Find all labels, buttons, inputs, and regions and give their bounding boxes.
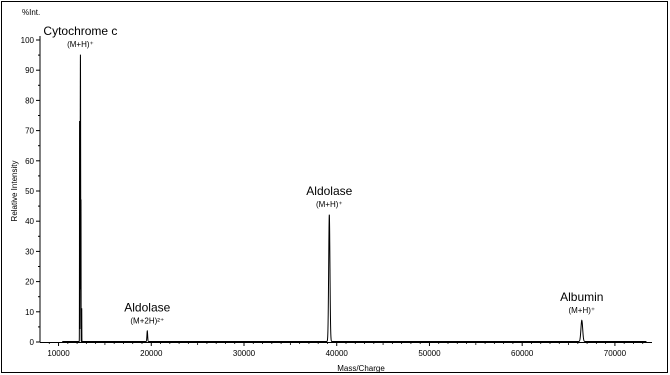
y-tick-label: 0 xyxy=(30,338,35,347)
peak-name-label: Aldolase xyxy=(124,300,170,314)
peak-name-label: Cytochrome c xyxy=(43,24,117,38)
peak-ion-label: (M+H)⁺ xyxy=(316,200,343,209)
y-tick-label: 20 xyxy=(25,278,34,287)
peak-ion-label: (M+H)⁺ xyxy=(568,306,595,315)
y-tick-label: 90 xyxy=(25,66,34,75)
y-tick-label: 80 xyxy=(25,96,34,105)
y-axis-title: Relative Intensity xyxy=(10,161,19,222)
axes: 0 10 20 30 40 50 60 70 80 90 100 10000 20000 30000 400… xyxy=(21,36,652,358)
x-axis-title: Mass/Charge xyxy=(337,364,385,373)
y-axis-unit-label: %Int. xyxy=(22,8,40,17)
peak-ion-label: (M+2H)²⁺ xyxy=(130,316,164,325)
peak-name-label: Albumin xyxy=(560,290,603,304)
x-tick-label: 60000 xyxy=(511,349,534,358)
y-tick-label: 30 xyxy=(25,247,34,256)
y-tick-label: 50 xyxy=(25,187,34,196)
spectrum-line xyxy=(62,54,647,342)
x-tick-label: 20000 xyxy=(140,349,163,358)
x-tick-label: 50000 xyxy=(418,349,441,358)
x-tick-label: 10000 xyxy=(47,349,70,358)
x-tick-label: 70000 xyxy=(604,349,627,358)
y-tick-label: 70 xyxy=(25,127,34,136)
peak-labels: Cytochrome c (M+H)⁺ Aldolase (M+2H)²⁺ Aldola… xyxy=(43,24,603,325)
y-tick-label: 10 xyxy=(25,308,34,317)
x-tick-label: 30000 xyxy=(233,349,256,358)
peak-name-label: Aldolase xyxy=(306,184,352,198)
x-tick-label: 40000 xyxy=(326,349,349,358)
y-tick-label: 60 xyxy=(25,157,34,166)
y-tick-label: 100 xyxy=(21,36,35,45)
spectrum-trace xyxy=(62,54,647,342)
y-tick-label: 40 xyxy=(25,217,34,226)
peak-ion-label: (M+H)⁺ xyxy=(67,40,94,49)
